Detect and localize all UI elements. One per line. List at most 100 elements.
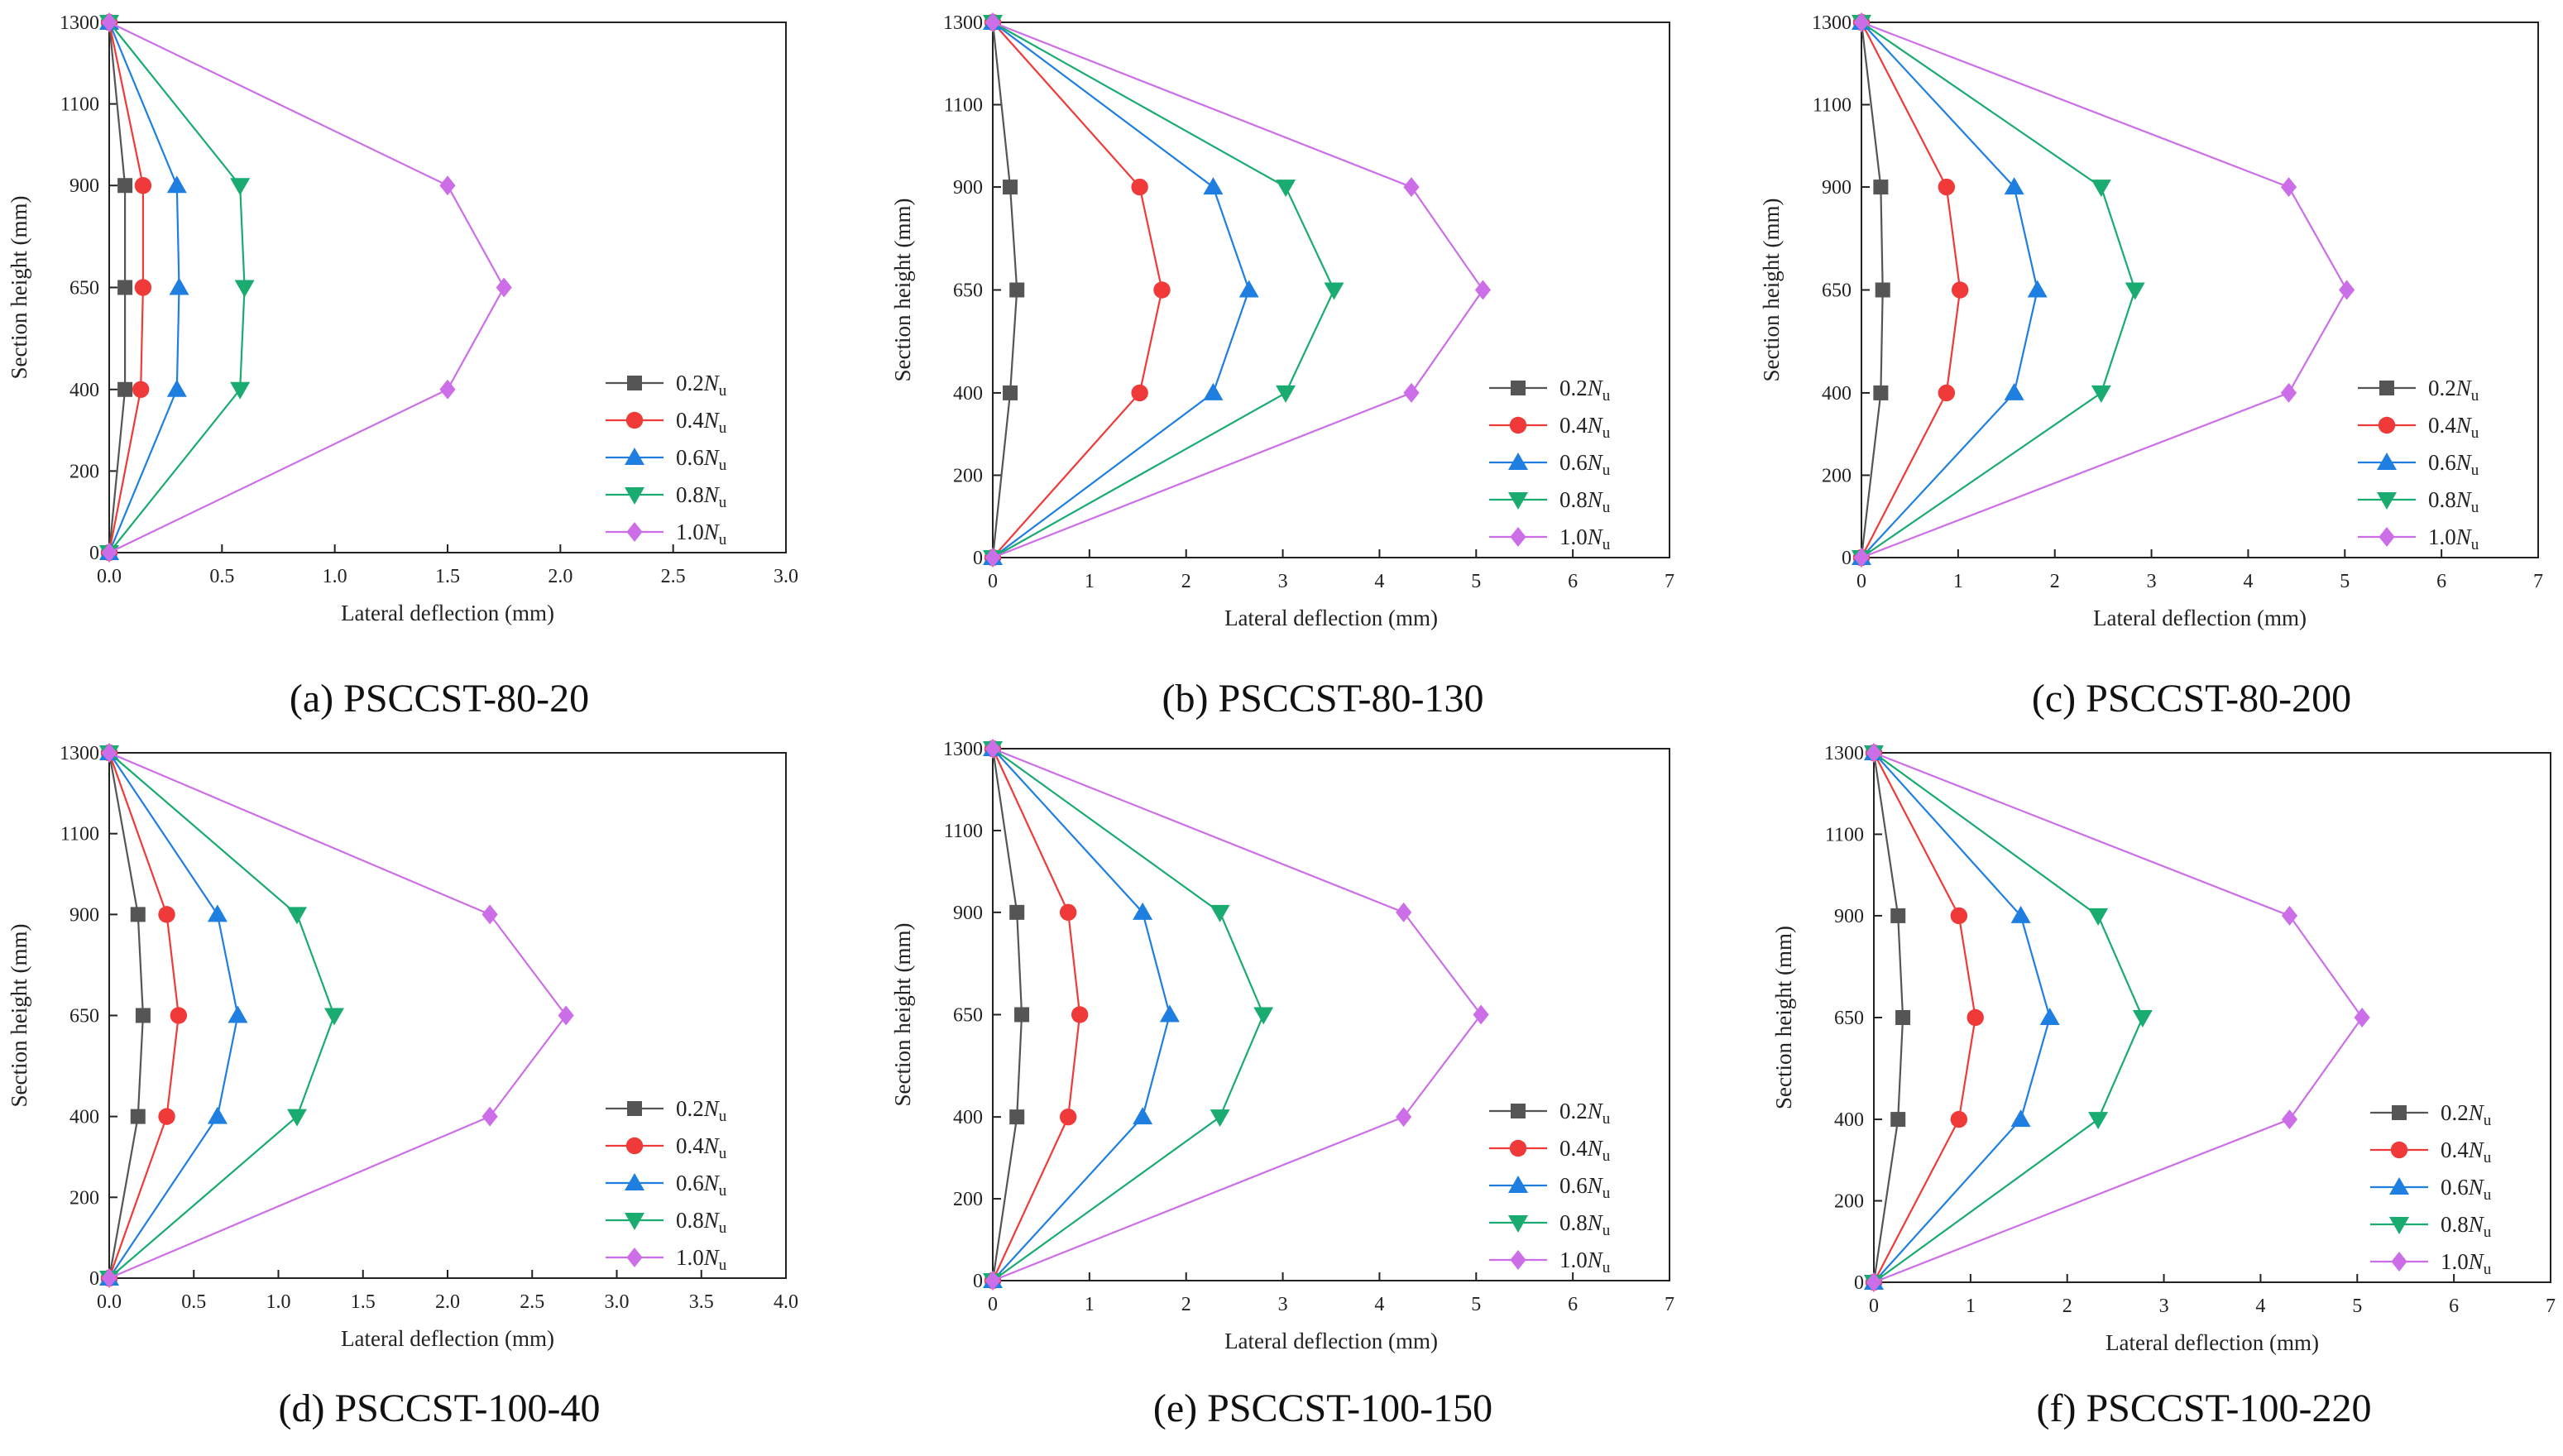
y-tick-label: 0 <box>973 548 983 569</box>
x-tick-label: 0 <box>988 571 998 592</box>
legend-marker <box>625 1137 644 1155</box>
x-tick-label: 0 <box>1856 571 1866 592</box>
x-tick-label: 4 <box>1374 571 1384 592</box>
x-tick-label: 7 <box>2546 1296 2556 1317</box>
legend-label: 1.0Nu <box>2428 524 2479 553</box>
legend-label: 1.0Nu <box>1559 524 1611 553</box>
y-tick-label: 400 <box>69 1107 99 1128</box>
legend-entry: 1.0Nu <box>2358 524 2479 553</box>
y-axis-label: Section height (mm) <box>890 923 915 1107</box>
x-axis-label: Lateral deflection (mm) <box>2093 606 2307 630</box>
data-point <box>101 1268 117 1288</box>
y-tick-label: 1300 <box>1824 743 1864 764</box>
data-point <box>1951 281 1969 299</box>
data-point <box>323 1008 344 1026</box>
legend-entry: 1.0Nu <box>1489 1248 1611 1276</box>
data-point <box>984 739 1001 759</box>
x-tick-label: 1.5 <box>351 1291 376 1313</box>
data-point <box>1853 548 1870 568</box>
legend-entry: 0.8Nu <box>1489 487 1611 516</box>
legend-label: 0.8Nu <box>1559 487 1611 516</box>
x-tick-label: 6 <box>1568 1294 1578 1315</box>
data-point <box>207 1106 228 1124</box>
data-point <box>130 1109 146 1124</box>
data-point <box>1938 178 1956 196</box>
y-tick-label: 900 <box>69 904 99 926</box>
legend-label: 0.8Nu <box>676 482 727 511</box>
x-tick-label: 5 <box>2352 1296 2362 1317</box>
data-point <box>1210 1109 1230 1128</box>
data-point <box>166 379 187 397</box>
legend-marker <box>625 487 644 505</box>
x-tick-label: 2.0 <box>435 1291 460 1313</box>
x-tick-label: 0.5 <box>209 566 234 587</box>
legend-entry: 0.2Nu <box>2370 1100 2492 1129</box>
data-point <box>1474 280 1492 300</box>
y-tick-label: 0 <box>89 1268 99 1290</box>
x-tick-label: 4 <box>1374 1294 1384 1315</box>
legend-marker <box>2389 1217 2409 1234</box>
y-tick-label: 400 <box>953 383 983 405</box>
x-tick-label: 2 <box>1181 1294 1191 1315</box>
data-point <box>439 175 456 196</box>
legend-label: 0.4Nu <box>1559 413 1611 442</box>
data-point <box>1866 743 1882 763</box>
data-point <box>2354 1008 2370 1027</box>
data-point <box>1059 903 1077 922</box>
y-tick-label: 200 <box>1834 1191 1864 1213</box>
data-point <box>2039 1008 2060 1025</box>
x-axis-label: Lateral deflection (mm) <box>341 601 554 625</box>
data-point <box>1873 180 1889 195</box>
data-point <box>481 904 498 925</box>
y-tick-label: 650 <box>953 280 983 302</box>
legend-label: 0.6Nu <box>1559 450 1611 479</box>
plot-frame <box>992 748 1670 1281</box>
legend-entry: 0.2Nu <box>1489 376 1611 405</box>
data-point <box>1396 1107 1412 1128</box>
legend-label: 0.2Nu <box>676 1096 727 1125</box>
y-tick-label: 650 <box>69 278 99 299</box>
data-point <box>1276 385 1296 403</box>
data-point <box>1203 382 1224 400</box>
legend-label: 0.6Nu <box>2441 1175 2492 1204</box>
x-tick-label: 4 <box>2255 1296 2265 1317</box>
x-tick-label: 3 <box>2159 1296 2169 1317</box>
legend-entry: 0.2Nu <box>2358 376 2479 405</box>
chart-panel-c: 0 1 2 3 4 5 6 7 0 200 400 650 900 1100 1300 Lateral def… <box>1759 12 2543 721</box>
data-point <box>2280 177 2297 198</box>
legend-entry: 0.4Nu <box>606 408 727 437</box>
data-point <box>1003 180 1018 195</box>
y-tick-label: 200 <box>953 465 983 486</box>
data-point <box>558 1005 574 1026</box>
x-tick-label: 2.5 <box>661 566 686 587</box>
legend-label: 1.0Nu <box>2441 1249 2492 1278</box>
legend-marker <box>1508 1215 1528 1233</box>
data-point <box>101 543 117 563</box>
x-tick-label: 0.0 <box>97 1291 122 1313</box>
y-tick-label: 900 <box>1834 906 1864 927</box>
data-point <box>1950 907 1968 925</box>
data-point <box>439 379 456 400</box>
data-point <box>1396 902 1412 922</box>
data-point <box>117 381 133 397</box>
x-tick-label: 7 <box>1665 1294 1674 1315</box>
data-point <box>101 743 117 763</box>
legend-marker <box>2377 492 2397 510</box>
x-axis-label: Lateral deflection (mm) <box>2105 1330 2319 1355</box>
data-point <box>1009 1109 1025 1125</box>
legend-entry: 0.4Nu <box>2370 1138 2492 1166</box>
legend-marker <box>2379 527 2395 547</box>
x-tick-label: 3 <box>1278 571 1288 592</box>
data-point <box>1253 1007 1274 1025</box>
legend-label: 0.4Nu <box>1559 1136 1611 1165</box>
chart-panel-d: 0.0 0.5 1.0 1.5 2.0 2.5 3.0 3.5 4.0 0 200 400 650 900… <box>7 743 798 1430</box>
y-tick-label: 1300 <box>943 12 983 34</box>
data-point <box>1153 281 1171 299</box>
legend-marker <box>626 522 643 542</box>
data-point <box>1059 1108 1077 1126</box>
y-tick-label: 200 <box>1822 465 1852 486</box>
series-line-1.0 <box>1873 751 2364 1284</box>
x-tick-label: 2 <box>1181 571 1191 592</box>
data-point <box>166 175 187 194</box>
